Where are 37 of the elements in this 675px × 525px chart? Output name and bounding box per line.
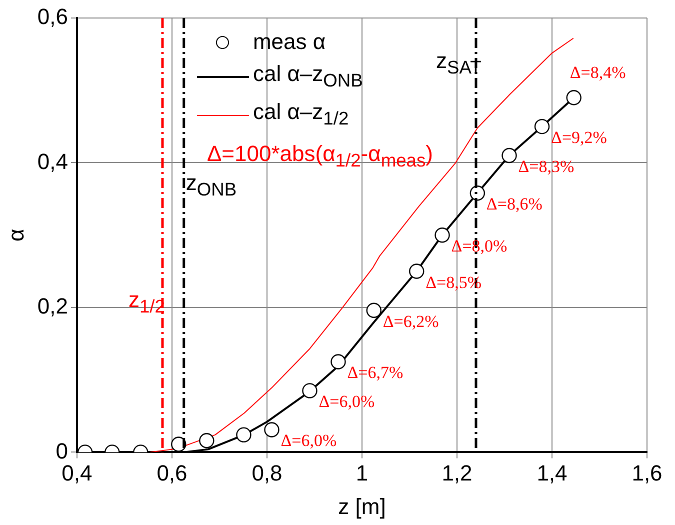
annotation: Δ=8,6%	[486, 194, 542, 214]
annotation: Δ=6,0%	[318, 392, 375, 412]
annotation: Δ=6,0%	[280, 431, 337, 450]
point	[534, 118, 550, 134]
x-tick-label: 0,6	[156, 460, 188, 486]
annotation: Δ=8,3%	[518, 156, 574, 176]
x-tick-label: 0,8	[252, 460, 282, 486]
annotation: Δ=9,2%	[551, 128, 607, 148]
x-tick-label: 1,2	[442, 460, 472, 486]
x-tick-label: 1	[356, 460, 368, 486]
annotation: Δ=100*abs(α$_{1/2}$-α$_{meas}$)	[206, 140, 433, 171]
legend-label: cal α–z$_{1/2}$	[252, 98, 349, 131]
annotation: Δ=8,4%	[570, 63, 626, 82]
point	[264, 422, 280, 438]
point	[330, 354, 346, 370]
y-tick-label: 0,2	[37, 294, 68, 319]
legend-label: cal α–z$_{ONB}$	[252, 60, 363, 92]
ref-line-label: z$_{ONB}$	[186, 170, 237, 200]
point	[366, 302, 382, 318]
point	[502, 148, 517, 164]
point	[434, 228, 450, 243]
x-axis-title: z [m]	[338, 494, 386, 519]
point	[566, 90, 582, 106]
point	[470, 186, 486, 201]
y-tick-label: 0,6	[37, 4, 68, 30]
point	[302, 383, 318, 398]
point	[409, 264, 424, 279]
y-axis-title: α	[3, 228, 28, 242]
annotation: Δ=8,0%	[451, 236, 508, 256]
x-tick-label: 1,6	[632, 460, 662, 486]
annotation: Δ=6,2%	[382, 312, 439, 331]
annotation: Δ=6,7%	[347, 363, 404, 382]
point	[199, 433, 214, 448]
point	[236, 427, 252, 442]
x-tick-label: 1,4	[536, 460, 568, 486]
y-tick-label: 0,4	[37, 148, 68, 174]
legend-label: meas α	[252, 28, 326, 56]
